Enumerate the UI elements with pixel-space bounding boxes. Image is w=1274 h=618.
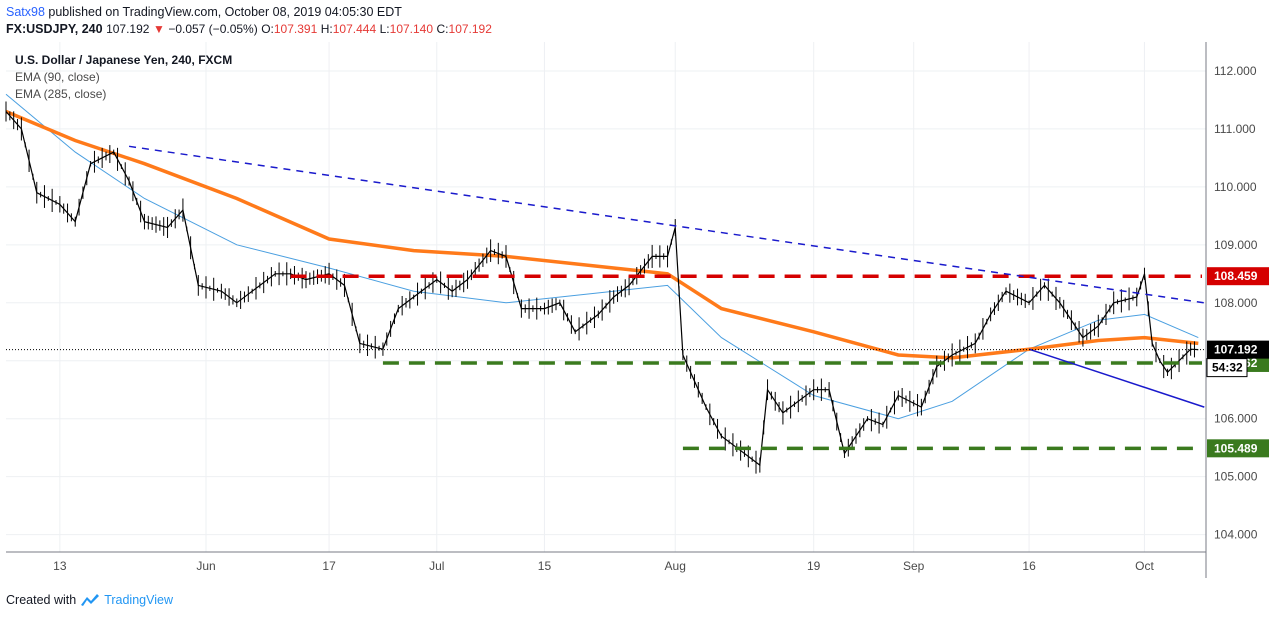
close-value: 107.192: [448, 22, 492, 36]
price-chart[interactable]: 112.000111.000110.000109.000108.000107.0…: [0, 42, 1274, 582]
level-tag-bg: [1207, 439, 1269, 458]
x-tick-label: 16: [1022, 559, 1036, 573]
publish-text: published on TradingView.com, October 08…: [48, 5, 402, 19]
x-tick-label: Jul: [429, 559, 444, 573]
x-tick-label: Jun: [196, 559, 215, 573]
tradingview-brand-link[interactable]: TradingView: [104, 593, 173, 607]
close-label: C:: [436, 22, 449, 36]
x-tick-label: 19: [807, 559, 821, 573]
level-tag-label: 108.459: [1214, 269, 1258, 283]
level-tag-label: 105.489: [1214, 441, 1258, 455]
footer: Created with TradingView: [6, 593, 173, 607]
legend-ema90: EMA (90, close): [15, 70, 100, 84]
low-value: 107.140: [389, 22, 434, 36]
y-tick-label: 104.000: [1214, 528, 1258, 542]
y-tick-label: 108.000: [1214, 296, 1258, 310]
price-line: [5, 111, 1199, 467]
open-label: O:: [261, 22, 274, 36]
x-tick-label: 15: [538, 559, 552, 573]
y-tick-label: 111.000: [1214, 122, 1256, 136]
ema90-line: [5, 93, 1199, 420]
x-tick-label: Oct: [1135, 559, 1154, 573]
x-tick-label: 17: [322, 559, 336, 573]
symbol-info: FX:USDJPY, 240 107.192 ▼ −0.057 (−0.05%)…: [6, 22, 492, 36]
symbol-name: FX:USDJPY, 240: [6, 22, 103, 36]
publish-info: Satx98 published on TradingView.com, Oct…: [6, 5, 402, 19]
x-tick-label: 13: [53, 559, 67, 573]
y-tick-label: 112.000: [1214, 64, 1257, 78]
x-tick-label: Sep: [903, 559, 925, 573]
legend-ema285: EMA (285, close): [15, 87, 107, 101]
level-tag: 108.459: [1207, 267, 1269, 286]
low-label: L:: [379, 22, 390, 36]
x-tick-label: Aug: [665, 559, 686, 573]
level-tag: 105.489: [1207, 439, 1269, 458]
high-value: 107.444: [332, 22, 377, 36]
author-link[interactable]: Satx98: [6, 5, 45, 19]
y-tick-label: 110.000: [1214, 180, 1257, 194]
level-tag-bg: [1207, 267, 1269, 286]
last-price-tag-bg: [1207, 340, 1269, 359]
y-tick-label: 106.000: [1214, 412, 1258, 426]
countdown-label: 54:32: [1212, 361, 1243, 375]
tradingview-logo-icon: [81, 594, 100, 606]
last-price-value: 107.192: [106, 22, 150, 36]
created-with-text: Created with: [6, 593, 77, 607]
legend-instrument: U.S. Dollar / Japanese Yen, 240, FXCM: [15, 53, 233, 67]
y-tick-label: 109.000: [1214, 238, 1258, 252]
ema285-line: [5, 109, 1199, 360]
last-price-tag-label: 107.192: [1214, 343, 1258, 357]
countdown-bg: [1206, 358, 1248, 378]
open-value: 107.391: [273, 22, 318, 36]
trendline-dashed: [128, 145, 1205, 304]
down-arrow-icon: ▼: [152, 22, 165, 36]
trendline-solid: [1028, 348, 1205, 408]
y-tick-label: 105.000: [1214, 470, 1258, 484]
high-label: H:: [320, 22, 333, 36]
change-value: −0.057 (−0.05%): [168, 22, 258, 36]
